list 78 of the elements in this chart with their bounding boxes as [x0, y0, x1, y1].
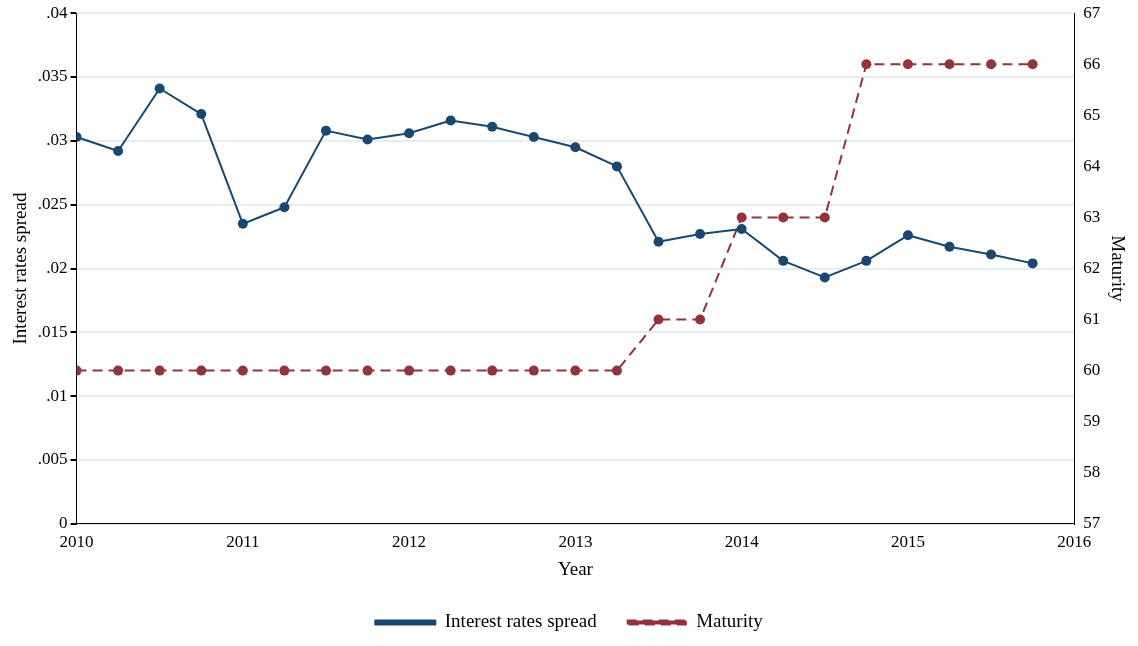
y-tick-label: .01	[46, 385, 68, 405]
y2-tick-label: 67	[1083, 2, 1101, 22]
y2-axis-title: Maturity	[1107, 235, 1129, 303]
point	[1027, 59, 1038, 70]
point	[528, 365, 539, 376]
point	[1027, 258, 1038, 269]
y2-tick-label: 60	[1083, 360, 1101, 380]
point	[320, 365, 331, 376]
point	[819, 212, 830, 223]
y-tick-label: .035	[37, 66, 68, 86]
legend-label: Maturity	[696, 610, 764, 632]
point	[653, 314, 664, 325]
point	[279, 202, 290, 213]
point	[778, 212, 789, 223]
point	[570, 365, 581, 376]
x-tick-label: 2015	[890, 532, 925, 552]
point	[154, 365, 165, 376]
x-tick-label: 2013	[558, 532, 593, 552]
y2-tick-label: 62	[1083, 257, 1101, 277]
y-tick-label: .02	[46, 257, 68, 277]
point	[487, 365, 498, 376]
y-tick-label: .025	[37, 194, 68, 214]
y2-tick-label: 61	[1083, 309, 1101, 329]
x-tick-label: 2014	[724, 532, 760, 552]
point	[819, 272, 830, 283]
y2-tick-label: 64	[1083, 155, 1101, 175]
x-axis-title: Year	[557, 557, 594, 579]
point	[113, 146, 124, 157]
point	[944, 241, 955, 252]
legend-label: Interest rates spread	[444, 610, 598, 632]
point	[279, 365, 290, 376]
point	[986, 249, 997, 260]
point	[902, 59, 913, 70]
point	[237, 365, 248, 376]
point	[986, 59, 997, 70]
point	[445, 115, 456, 126]
point	[570, 142, 581, 153]
point	[528, 132, 539, 143]
y2-tick-label: 59	[1083, 411, 1101, 431]
point	[196, 109, 207, 120]
point	[154, 83, 165, 94]
point	[196, 365, 207, 376]
y-tick-label: .005	[37, 449, 68, 469]
point	[861, 255, 872, 266]
point	[736, 212, 747, 223]
y2-tick-label: 66	[1083, 53, 1101, 73]
y-tick-label: .015	[37, 321, 68, 341]
point	[320, 125, 331, 136]
y-tick-label: .04	[46, 2, 69, 22]
y2-tick-label: 65	[1083, 104, 1101, 124]
point	[445, 365, 456, 376]
x-tick-label: 2010	[59, 532, 94, 552]
y-axis-title: Interest rates spread	[9, 192, 31, 345]
point	[736, 223, 747, 234]
point	[362, 134, 373, 145]
point	[902, 230, 913, 241]
y2-tick-label: 63	[1083, 206, 1101, 226]
point	[778, 255, 789, 266]
point	[404, 128, 415, 139]
point	[695, 229, 706, 240]
point	[362, 365, 373, 376]
point	[653, 236, 664, 247]
point	[611, 365, 622, 376]
y-tick-label: .03	[46, 130, 68, 150]
point	[404, 365, 415, 376]
point	[237, 218, 248, 229]
x-tick-label: 2012	[392, 532, 427, 552]
point	[861, 59, 872, 70]
point	[695, 314, 706, 325]
y2-tick-label: 58	[1083, 462, 1101, 482]
point	[113, 365, 124, 376]
point	[944, 59, 955, 70]
point	[487, 121, 498, 132]
y-tick-label: 0	[59, 513, 68, 533]
y2-tick-label: 57	[1083, 513, 1101, 533]
x-tick-label: 2016	[1057, 532, 1092, 552]
point	[611, 161, 622, 172]
x-tick-label: 2011	[226, 532, 260, 552]
